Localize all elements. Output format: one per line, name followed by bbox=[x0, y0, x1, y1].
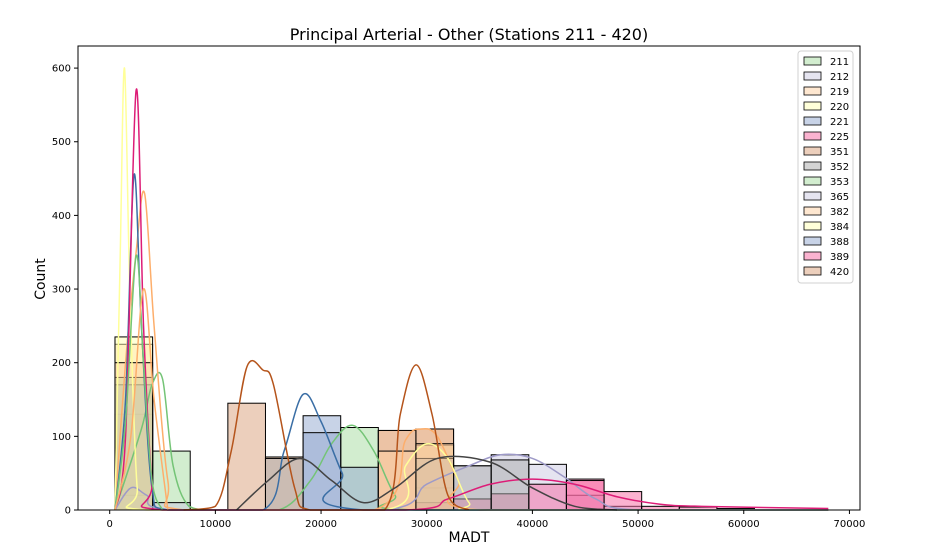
legend-swatch-351 bbox=[803, 146, 822, 156]
legend-swatch-388 bbox=[803, 236, 822, 246]
x-tick-label: 70000 bbox=[834, 519, 866, 530]
legend-swatch-212 bbox=[803, 71, 822, 81]
x-tick-label: 50000 bbox=[622, 519, 654, 530]
y-tick-label: 500 bbox=[52, 137, 71, 148]
x-tick-label: 40000 bbox=[516, 519, 548, 530]
legend-label-420[interactable]: 420 bbox=[830, 267, 849, 278]
kde-line-353 bbox=[114, 254, 164, 511]
legend-label-212[interactable]: 212 bbox=[830, 72, 849, 83]
legend-label-225[interactable]: 225 bbox=[830, 132, 849, 143]
y-axis: 0 100 200 300 400 500 600 bbox=[52, 64, 78, 517]
legend-label-220[interactable]: 220 bbox=[830, 102, 849, 113]
legend-label-389[interactable]: 389 bbox=[830, 252, 849, 263]
legend-swatch-382 bbox=[803, 206, 822, 216]
chart-title: Principal Arterial - Other (Stations 211… bbox=[290, 25, 648, 44]
legend-swatch-220 bbox=[803, 101, 822, 111]
legend[interactable]: 211 212 219 220 221 225 351 352 353 365 382 384 388 3… bbox=[797, 50, 854, 284]
legend-swatch-211 bbox=[803, 56, 822, 66]
legend-label-351[interactable]: 351 bbox=[830, 147, 849, 158]
axes-frame bbox=[77, 45, 861, 511]
legend-label-211[interactable]: 211 bbox=[830, 57, 849, 68]
legend-swatch-352 bbox=[803, 161, 822, 171]
legend-label-384[interactable]: 384 bbox=[830, 222, 849, 233]
y-tick-label: 0 bbox=[65, 506, 71, 517]
legend-swatch-365 bbox=[803, 191, 822, 201]
legend-label-382[interactable]: 382 bbox=[830, 207, 849, 218]
x-tick-label: 0 bbox=[107, 519, 113, 530]
x-axis-label: MADT bbox=[449, 530, 490, 546]
legend-label-388[interactable]: 388 bbox=[830, 237, 849, 248]
x-tick-label: 60000 bbox=[728, 519, 760, 530]
legend-swatch-389 bbox=[803, 251, 822, 261]
x-tick-label: 20000 bbox=[305, 519, 337, 530]
legend-label-365[interactable]: 365 bbox=[830, 192, 849, 203]
legend-swatch-225 bbox=[803, 131, 822, 141]
kde-line-382 bbox=[114, 288, 169, 511]
bar-352-9 bbox=[453, 465, 492, 511]
kde-line-352 bbox=[236, 455, 618, 511]
x-axis: 0 10000 20000 30000 40000 50000 60000 70000 bbox=[107, 510, 866, 530]
kde-line-351 bbox=[183, 360, 470, 511]
bar-225-11 bbox=[528, 483, 567, 511]
y-axis-label: Count bbox=[33, 258, 49, 300]
y-tick-label: 400 bbox=[52, 211, 71, 222]
bar-352-10 bbox=[490, 459, 530, 511]
x-tick-label: 30000 bbox=[411, 519, 443, 530]
y-tick-label: 200 bbox=[52, 358, 71, 369]
legend-label-353[interactable]: 353 bbox=[830, 177, 849, 188]
legend-swatch-420 bbox=[803, 266, 822, 276]
legend-label-221[interactable]: 221 bbox=[830, 117, 849, 128]
x-tick-label: 10000 bbox=[199, 519, 231, 530]
legend-label-219[interactable]: 219 bbox=[830, 87, 849, 98]
bar-221-6 bbox=[340, 466, 379, 511]
bar-351-3 bbox=[227, 402, 266, 511]
legend-swatch-221 bbox=[803, 116, 822, 126]
legend-swatch-353 bbox=[803, 176, 822, 186]
legend-swatch-384 bbox=[803, 221, 822, 231]
legend-label-352[interactable]: 352 bbox=[830, 162, 849, 173]
plot-area bbox=[77, 45, 861, 511]
kde-line-211 bbox=[114, 371, 829, 511]
y-tick-label: 600 bbox=[52, 64, 71, 75]
y-tick-label: 300 bbox=[52, 285, 71, 296]
legend-swatch-219 bbox=[803, 86, 822, 96]
y-tick-label: 100 bbox=[52, 432, 71, 443]
